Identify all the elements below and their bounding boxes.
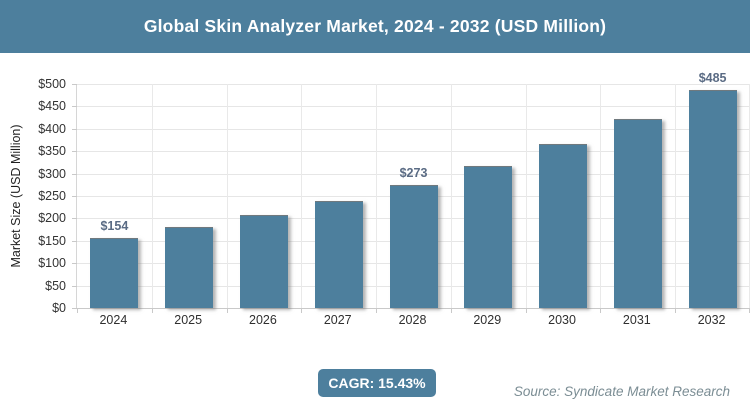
y-tick-mark <box>72 196 77 197</box>
x-axis-tick-label: 2025 <box>174 313 203 327</box>
v-gridline <box>450 84 452 308</box>
x-axis-tick-label: 2032 <box>697 313 726 327</box>
h-gridline <box>77 173 750 175</box>
x-axis-tick-label: 2031 <box>622 313 651 327</box>
bar-value-label: $154 <box>100 219 129 233</box>
y-axis-tick-label: $50 <box>45 278 66 293</box>
y-tick-mark <box>72 151 77 153</box>
x-tick-mark <box>525 308 527 313</box>
plot-area: $154 $273 $485 <box>72 71 750 313</box>
y-axis-tick-label: $400 <box>38 121 66 136</box>
y-axis-tick-label: $0 <box>52 301 66 315</box>
source-text: Source: Syndicate Market Research <box>513 384 730 399</box>
v-gridline <box>151 84 153 308</box>
bar-value-label: $485 <box>698 71 727 85</box>
h-gridline <box>77 84 750 85</box>
y-tick-mark <box>72 240 77 242</box>
v-gridline <box>376 84 378 308</box>
y-axis-tick-label: $100 <box>38 256 66 271</box>
v-gridline <box>525 84 527 308</box>
bar-2025 <box>165 227 214 308</box>
x-tick-mark <box>301 308 303 313</box>
bar-2029 <box>464 166 513 308</box>
x-tick-mark <box>77 308 78 313</box>
bar-2028 <box>389 185 438 308</box>
h-gridline <box>77 106 750 108</box>
v-gridline <box>226 84 228 308</box>
page-title: Global Skin Analyzer Market, 2024 - 2032… <box>143 16 607 36</box>
y-tick-mark <box>72 128 77 130</box>
y-tick-mark <box>72 263 77 265</box>
x-tick-mark <box>600 308 602 313</box>
y-axis-tick-label: $250 <box>38 189 66 203</box>
x-tick-mark <box>675 308 677 313</box>
y-axis-tick-label: $300 <box>38 166 66 181</box>
y-tick-mark <box>72 84 77 85</box>
x-tick-mark <box>151 308 153 313</box>
bar-value-label: $273 <box>399 166 428 180</box>
title-bar: Global Skin Analyzer Market, 2024 - 2032… <box>0 0 750 53</box>
bar-2026 <box>239 215 288 308</box>
y-tick-mark <box>72 308 77 309</box>
x-tick-mark <box>226 308 228 313</box>
x-tick-mark <box>450 308 452 313</box>
y-axis-tick-label: $150 <box>38 233 66 248</box>
h-gridline <box>77 151 750 153</box>
x-tick-mark <box>376 308 378 313</box>
cagr-badge: CAGR: 15.43% <box>318 369 436 397</box>
bar-2027 <box>314 201 363 308</box>
bar-2032 <box>688 90 737 308</box>
x-axis-tick-label: 2027 <box>323 313 352 327</box>
y-axis-tick-label: $200 <box>38 211 66 226</box>
y-tick-mark <box>72 285 77 287</box>
x-axis-tick-label: 2029 <box>473 313 502 327</box>
x-axis-tick-label: 2026 <box>249 313 277 327</box>
bar-2030 <box>539 144 588 308</box>
y-tick-mark <box>72 218 77 220</box>
y-axis-tick-labels: $0 $50 $100 $150 $200 $250 $300 $350 $400 $450 $50… <box>0 77 66 315</box>
h-gridline <box>77 128 750 130</box>
v-gridline <box>600 84 602 308</box>
y-axis-tick-label: $500 <box>38 77 66 91</box>
y-tick-mark <box>72 106 77 108</box>
bar-2024 <box>90 238 139 308</box>
y-tick-mark <box>72 173 77 175</box>
y-axis-tick-label: $350 <box>38 144 66 159</box>
v-gridline <box>301 84 303 308</box>
x-axis-tick-labels: 2024 2025 2026 2027 2028 2029 2030 2031 2032 <box>76 313 749 329</box>
v-gridline <box>675 84 677 308</box>
x-axis-tick-label: 2024 <box>99 313 128 327</box>
y-axis-tick-label: $450 <box>38 99 66 114</box>
x-axis-tick-label: 2030 <box>548 313 576 327</box>
bar-2031 <box>613 119 662 308</box>
x-axis-tick-label: 2028 <box>398 313 427 327</box>
